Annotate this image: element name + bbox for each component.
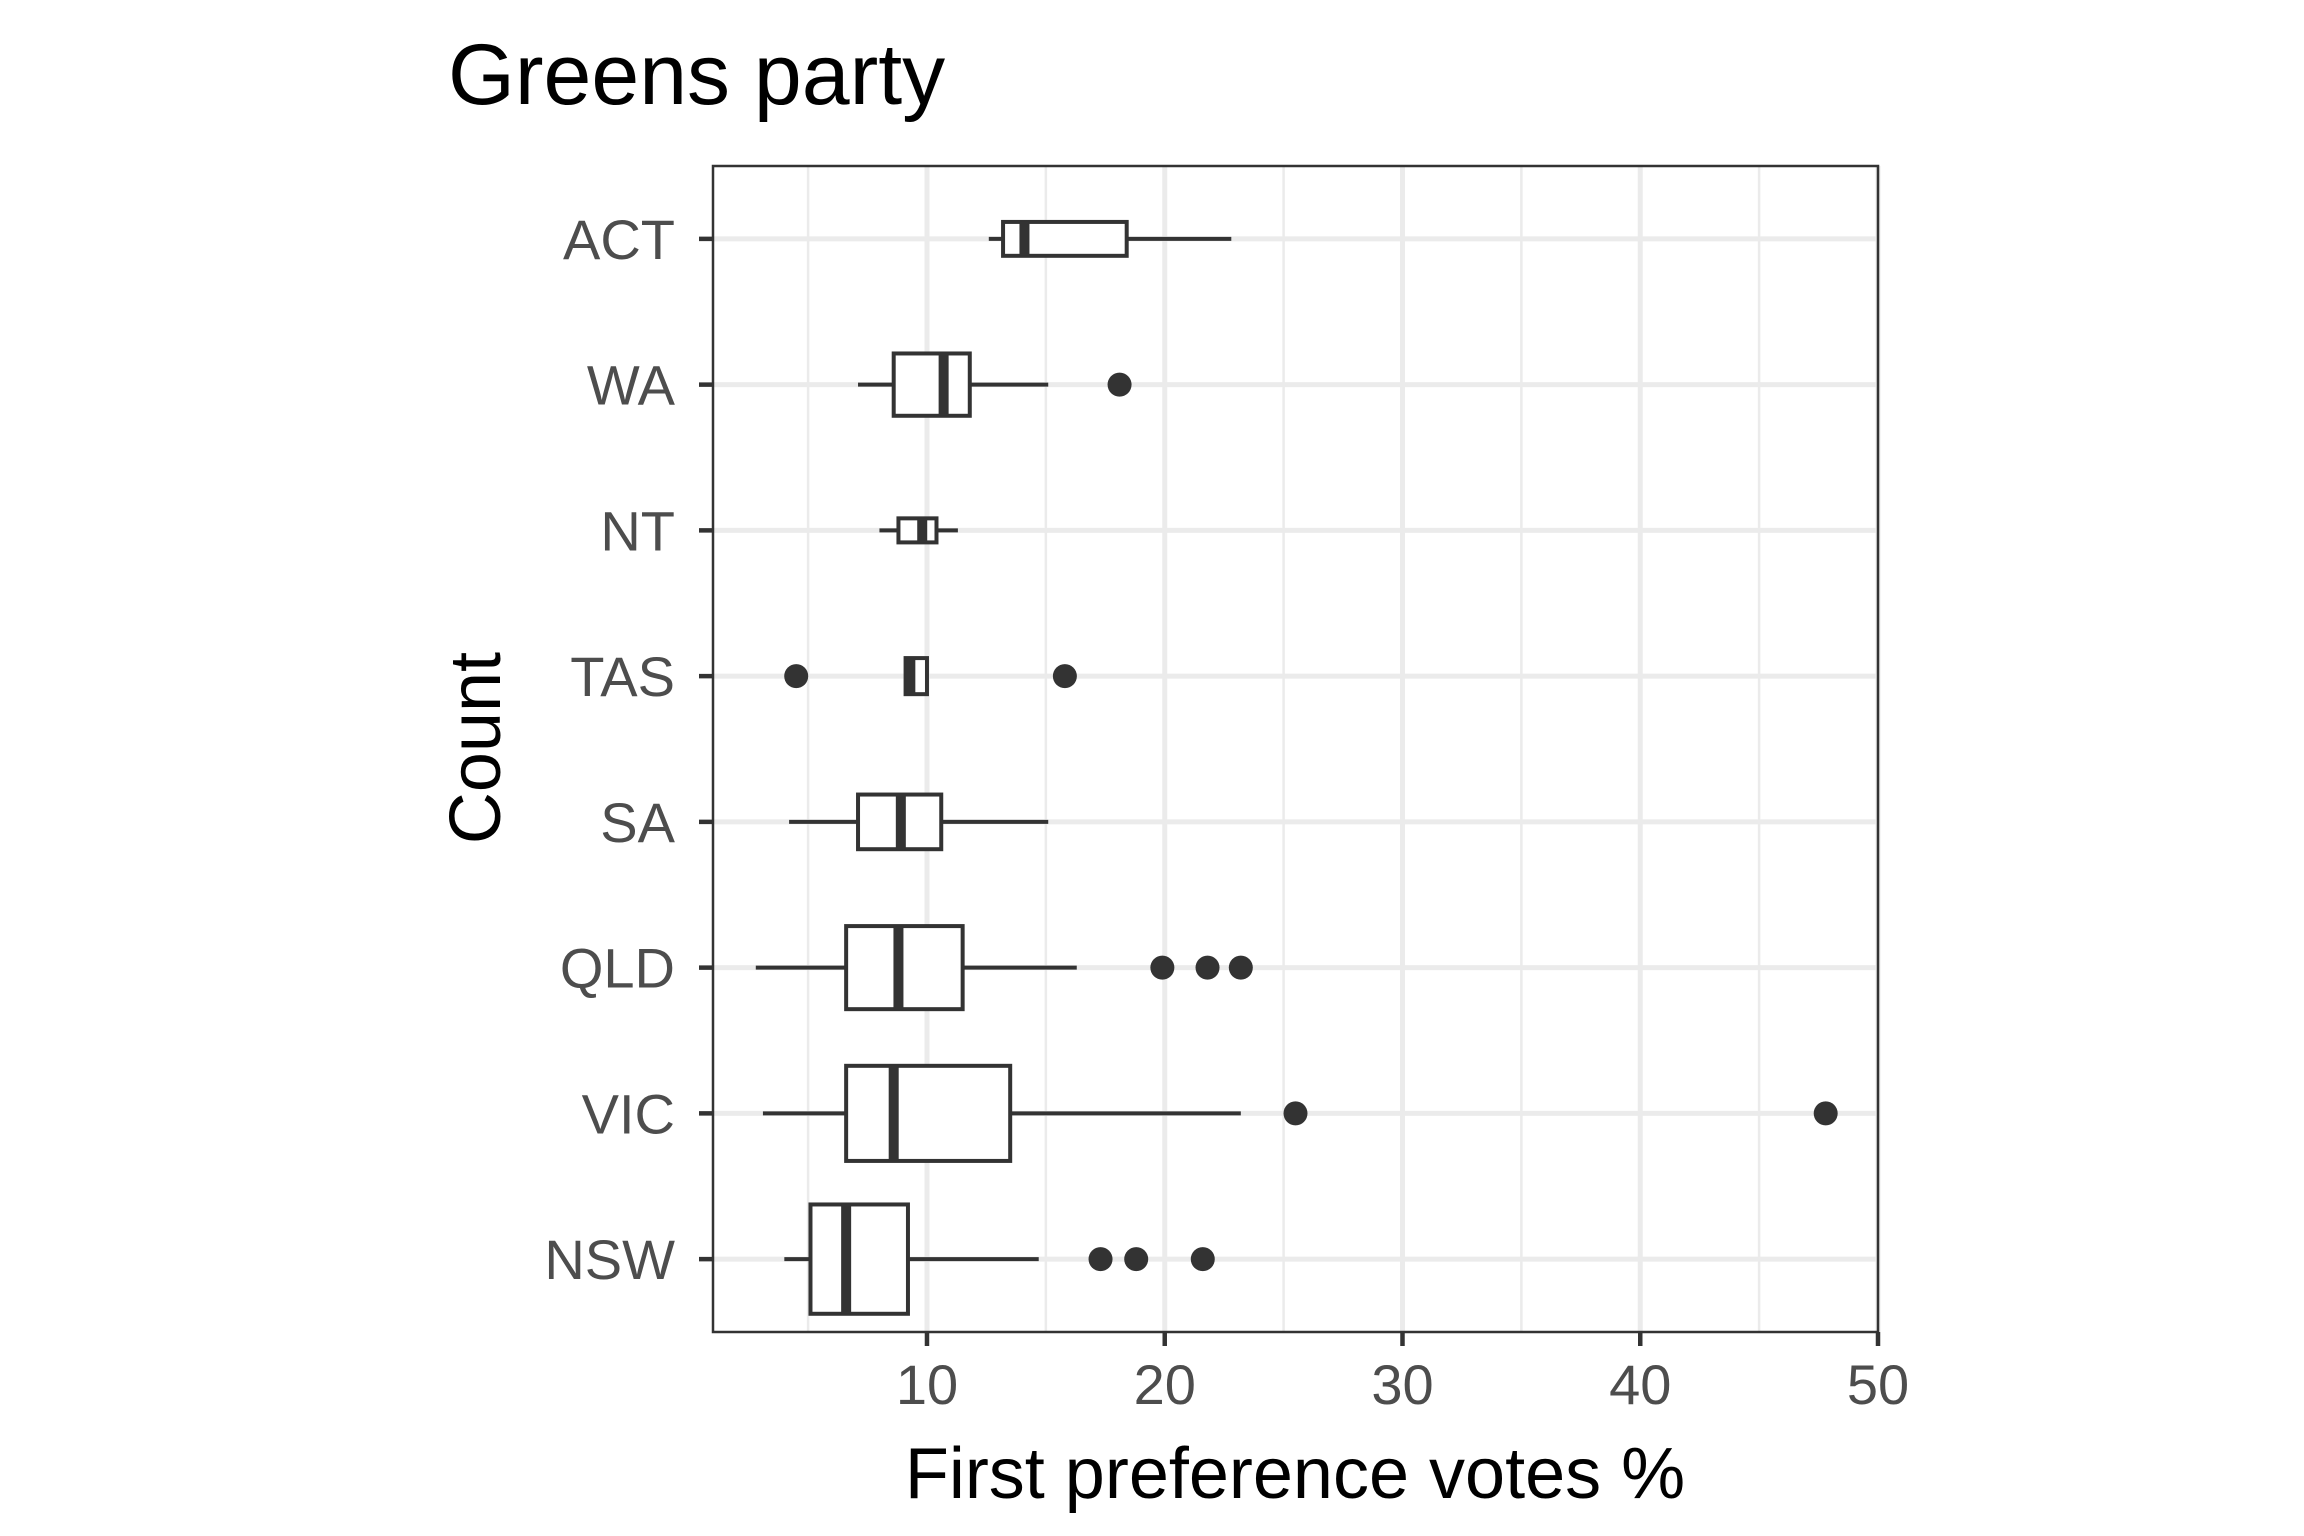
outlier-point (1195, 955, 1220, 980)
outlier-point (784, 664, 809, 689)
outlier-point (1228, 955, 1253, 980)
outlier-point (1124, 1247, 1149, 1272)
outlier-point (1107, 372, 1132, 397)
y-axis-title: Count (436, 652, 516, 844)
x-axis-title: First preference votes % (905, 1434, 1685, 1514)
x-tick-label: 50 (1847, 1353, 1909, 1416)
outlier-point (1190, 1247, 1215, 1272)
box-nsw (784, 1202, 1215, 1316)
box-iqr (808, 1202, 910, 1316)
box-vic (762, 1063, 1838, 1163)
y-tick-label: NSW (544, 1228, 675, 1291)
outlier-point (1052, 664, 1077, 689)
x-tick-label: 10 (896, 1353, 958, 1416)
y-tick-label: VIC (582, 1082, 675, 1145)
box-wa (858, 351, 1132, 418)
outlier-point (1088, 1247, 1113, 1272)
x-axis: 10 20 30 40 50 (896, 1332, 1909, 1416)
outlier-point (1283, 1101, 1308, 1126)
y-axis: NSW VIC QLD SA TAS NT WA ACT (544, 208, 713, 1291)
x-tick-label: 40 (1609, 1353, 1671, 1416)
box-iqr (844, 1063, 1013, 1163)
x-tick-label: 30 (1371, 1353, 1433, 1416)
outlier-point (1813, 1101, 1838, 1126)
y-tick-label: NT (600, 499, 675, 562)
box-nt (879, 516, 958, 545)
box-iqr (891, 351, 972, 418)
box-qld (755, 924, 1253, 1012)
y-tick-label: QLD (560, 937, 675, 1000)
x-tick-label: 20 (1134, 1353, 1196, 1416)
plot-panel-border (711, 164, 1880, 1334)
y-tick-label: SA (600, 791, 675, 854)
chart-title: Greens party (448, 27, 945, 123)
box-act (988, 219, 1232, 258)
outlier-point (1150, 955, 1175, 980)
boxplot-series (755, 219, 1838, 1316)
box-tas (784, 656, 1077, 697)
y-tick-label: TAS (570, 645, 675, 708)
y-tick-label: WA (587, 354, 676, 417)
y-tick-label: ACT (563, 208, 675, 271)
box-iqr (844, 924, 965, 1012)
box-sa (789, 792, 1049, 852)
